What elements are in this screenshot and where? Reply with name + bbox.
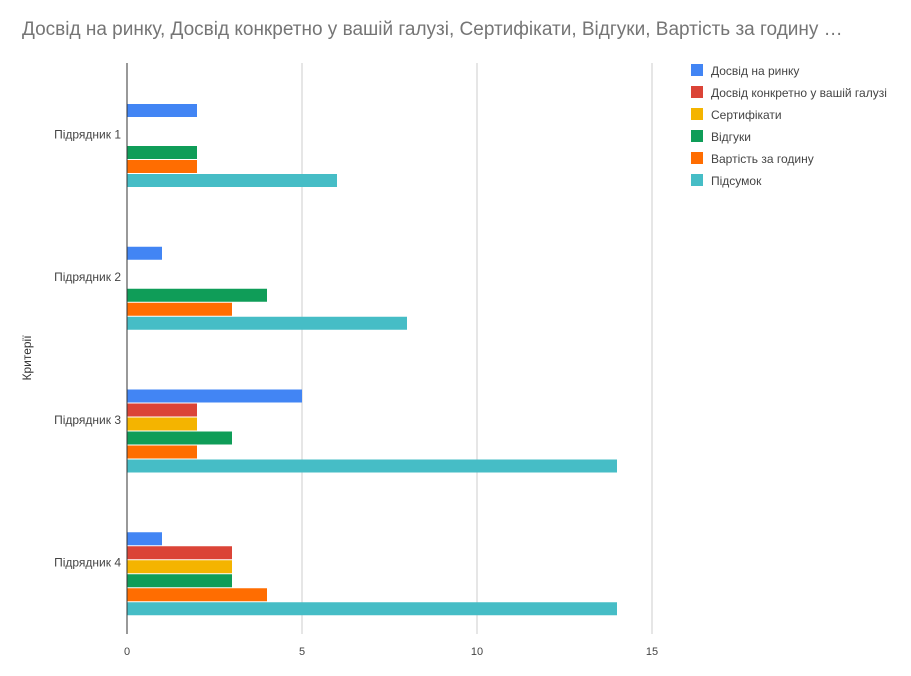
bar [127, 431, 232, 445]
x-tick-label: 0 [124, 646, 130, 658]
bar [127, 288, 267, 302]
category-label: Підрядник 1 [54, 127, 121, 141]
bar [127, 302, 232, 316]
legend-swatch [691, 64, 703, 76]
bar [127, 389, 302, 403]
bar [127, 174, 337, 187]
legend-swatch [691, 108, 703, 120]
legend-swatch [691, 174, 703, 186]
bar [127, 146, 197, 159]
category-label: Підрядник 4 [54, 556, 121, 570]
bar [127, 532, 162, 546]
legend-label: Вартість за годину [711, 152, 814, 166]
category-label: Підрядник 3 [54, 413, 121, 427]
bar [127, 246, 162, 260]
bar [127, 560, 232, 574]
legend-label: Досвід на ринку [711, 64, 799, 78]
bar [127, 574, 232, 588]
bar [127, 316, 407, 330]
legend-label: Досвід конкретно у вашій галузі [711, 86, 887, 100]
bar [127, 417, 197, 431]
legend-label: Відгуки [711, 130, 751, 144]
legend-swatch [691, 130, 703, 142]
bar [127, 602, 617, 616]
legend-label: Підсумок [711, 174, 762, 188]
bar [127, 445, 197, 459]
y-axis-title: Критерії [20, 335, 34, 381]
x-tick-label: 10 [471, 646, 483, 658]
category-label: Підрядник 2 [54, 270, 121, 284]
legend-swatch [691, 86, 703, 98]
bar [127, 459, 617, 473]
bar [127, 588, 267, 602]
bar [127, 104, 197, 117]
bar [127, 403, 197, 417]
bar [127, 546, 232, 560]
legend-swatch [691, 152, 703, 164]
x-tick-label: 5 [299, 646, 305, 658]
x-tick-label: 15 [646, 646, 658, 658]
bar [127, 160, 197, 173]
legend-label: Сертифікати [711, 108, 782, 122]
